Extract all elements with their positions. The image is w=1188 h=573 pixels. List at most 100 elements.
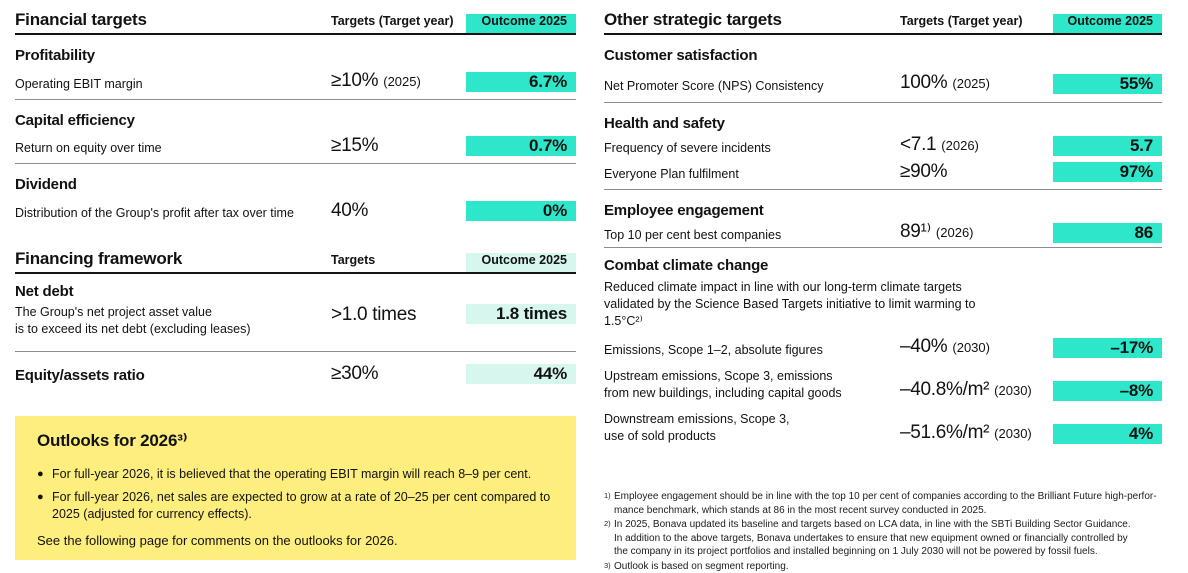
table-row: Everyone Plan fulfilment ≥90% 97% — [604, 158, 1162, 189]
target-year: (2030) — [994, 426, 1032, 441]
target-value: ≥30% — [331, 363, 378, 384]
row-target: ≥10% (2025) — [331, 70, 466, 92]
table-row: Net Promoter Score (NPS) Consistency 100… — [604, 66, 1162, 102]
row-target: >1.0 times — [331, 304, 466, 325]
strategic-targets-col-targets: Targets (Target year) — [900, 14, 1053, 33]
row-target: –51.6%/m² (2030) — [900, 422, 1053, 444]
footnotes: 1)Employee engagement should be in line … — [604, 490, 1162, 573]
bullet-icon: ● — [37, 489, 52, 523]
row-description: The Group's net project asset value is t… — [15, 304, 331, 338]
row-outcome: 55% — [1053, 74, 1162, 94]
section-description: Reduced climate impact in line with our … — [604, 279, 1053, 330]
section-heading: Capital efficiency — [15, 112, 331, 131]
target-year: (2025) — [952, 76, 990, 91]
row-target: 100% (2025) — [900, 72, 1053, 94]
row-target: 89¹⁾ (2026) — [900, 221, 1053, 243]
outlooks-footer: See the following page for comments on t… — [37, 532, 554, 549]
table-row: Top 10 per cent best companies 89¹⁾ (202… — [604, 221, 1162, 247]
strategic-targets-header-row: Other strategic targets Targets (Target … — [604, 10, 1162, 35]
row-outcome: 1.8 times — [466, 304, 576, 324]
section-health-and-safety: Health and safety Frequency of severe in… — [604, 102, 1162, 189]
row-label: Upstream emissions, Scope 3, emissions f… — [604, 368, 900, 401]
row-label: Top 10 per cent best companies — [604, 227, 900, 244]
section-profitability: Profitability Operating EBIT margin ≥10%… — [15, 35, 576, 99]
row-outcome: –8% — [1053, 381, 1162, 401]
footnote-2: 2)In 2025, Bonava updated its baseline a… — [604, 518, 1162, 559]
row-outcome: 97% — [1053, 162, 1162, 182]
financial-targets-title: Financial targets — [15, 10, 331, 33]
row-label: Distribution of the Group's profit after… — [15, 205, 331, 222]
outlooks-box: Outlooks for 2026³⁾ ● For full-year 2026… — [15, 416, 576, 560]
financing-framework-title: Financing framework — [15, 249, 331, 272]
section-employee-engagement: Employee engagement Top 10 per cent best… — [604, 189, 1162, 247]
bullet-text: For full-year 2026, it is believed that … — [52, 466, 531, 483]
table-row: Distribution of the Group's profit after… — [15, 195, 576, 230]
table-row: Emissions, Scope 1–2, absolute figures –… — [604, 333, 1162, 363]
section-dividend: Dividend Distribution of the Group's pro… — [15, 163, 576, 230]
row-label: Emissions, Scope 1–2, absolute figures — [604, 342, 900, 359]
target-value: –40% — [900, 336, 947, 357]
row-outcome: 5.7 — [1053, 136, 1162, 156]
section-capital-efficiency: Capital efficiency Return on equity over… — [15, 99, 576, 163]
section-heading: Employee engagement — [604, 202, 900, 221]
row-target: –40% (2030) — [900, 336, 1053, 358]
right-column: Other strategic targets Targets (Target … — [604, 0, 1162, 573]
table-row: Equity/assets ratio ≥30% 44% — [15, 352, 576, 393]
financial-targets-col-outcome: Outcome 2025 — [466, 14, 576, 33]
section-heading-row: Customer satisfaction — [604, 35, 1162, 66]
section-heading-row: Net debt — [15, 274, 576, 300]
row-outcome: 6.7% — [466, 72, 576, 92]
row-outcome: 86 — [1053, 223, 1162, 243]
section-heading: Net debt — [15, 283, 331, 300]
section-heading: Customer satisfaction — [604, 47, 900, 66]
target-value: 100% — [900, 72, 947, 93]
financial-targets-table: Financial targets Targets (Target year) … — [15, 10, 576, 230]
section-heading: Dividend — [15, 176, 331, 195]
section-heading-row: Dividend — [15, 164, 576, 195]
strategic-targets-col-outcome: Outcome 2025 — [1053, 14, 1162, 33]
row-target: <7.1 (2026) — [900, 134, 1053, 156]
table-row: The Group's net project asset value is t… — [15, 300, 576, 351]
row-target: ≥30% — [331, 363, 466, 384]
target-value: –51.6%/m² — [900, 422, 989, 443]
row-label: Downstream emissions, Scope 3, use of so… — [604, 411, 900, 444]
section-heading-row: Capital efficiency — [15, 100, 576, 131]
target-value: <7.1 — [900, 134, 936, 155]
section-heading: Equity/assets ratio — [15, 367, 331, 384]
financing-framework-col-targets: Targets — [331, 253, 466, 272]
section-heading-row: Profitability — [15, 35, 576, 66]
section-heading: Health and safety — [604, 115, 900, 134]
target-year: (2025) — [383, 74, 421, 89]
section-customer-satisfaction: Customer satisfaction Net Promoter Score… — [604, 35, 1162, 102]
row-label: Return on equity over time — [15, 140, 331, 157]
financing-framework-header-row: Financing framework Targets Outcome 2025 — [15, 239, 576, 274]
target-year: (2030) — [952, 340, 990, 355]
row-outcome: 44% — [466, 364, 576, 384]
row-label: Everyone Plan fulfilment — [604, 166, 900, 183]
section-description-row: Reduced climate impact in line with our … — [604, 276, 1162, 333]
row-label: Operating EBIT margin — [15, 76, 331, 93]
table-row: Operating EBIT margin ≥10% (2025) 6.7% — [15, 66, 576, 99]
row-target: –40.8%/m² (2030) — [900, 379, 1053, 401]
section-heading-row: Employee engagement — [604, 190, 1162, 221]
strategic-targets-title: Other strategic targets — [604, 10, 900, 33]
outlook-bullet: ● For full-year 2026, it is believed tha… — [37, 466, 554, 483]
section-heading-row: Health and safety — [604, 103, 1162, 134]
footnote-marker: 3) — [604, 559, 611, 573]
footnote-marker: 1) — [604, 489, 611, 503]
section-heading: Profitability — [15, 47, 331, 66]
bullet-text: For full-year 2026, net sales are expect… — [52, 489, 550, 523]
financing-framework-table: Financing framework Targets Outcome 2025… — [15, 239, 576, 393]
left-column: Financial targets Targets (Target year) … — [15, 0, 576, 560]
outlook-bullet: ● For full-year 2026, net sales are expe… — [37, 489, 554, 523]
row-outcome: 4% — [1053, 424, 1162, 444]
section-combat-climate-change: Combat climate change Reduced climate im… — [604, 247, 1162, 453]
row-label: Frequency of severe incidents — [604, 140, 900, 157]
target-value: –40.8%/m² — [900, 379, 989, 400]
target-value: ≥90% — [900, 161, 947, 182]
target-value: >1.0 times — [331, 304, 416, 325]
row-outcome: 0.7% — [466, 136, 576, 156]
section-equity-assets-ratio: Equity/assets ratio ≥30% 44% — [15, 351, 576, 393]
financing-framework-col-outcome: Outcome 2025 — [466, 253, 576, 272]
table-row: Upstream emissions, Scope 3, emissions f… — [604, 363, 1162, 406]
